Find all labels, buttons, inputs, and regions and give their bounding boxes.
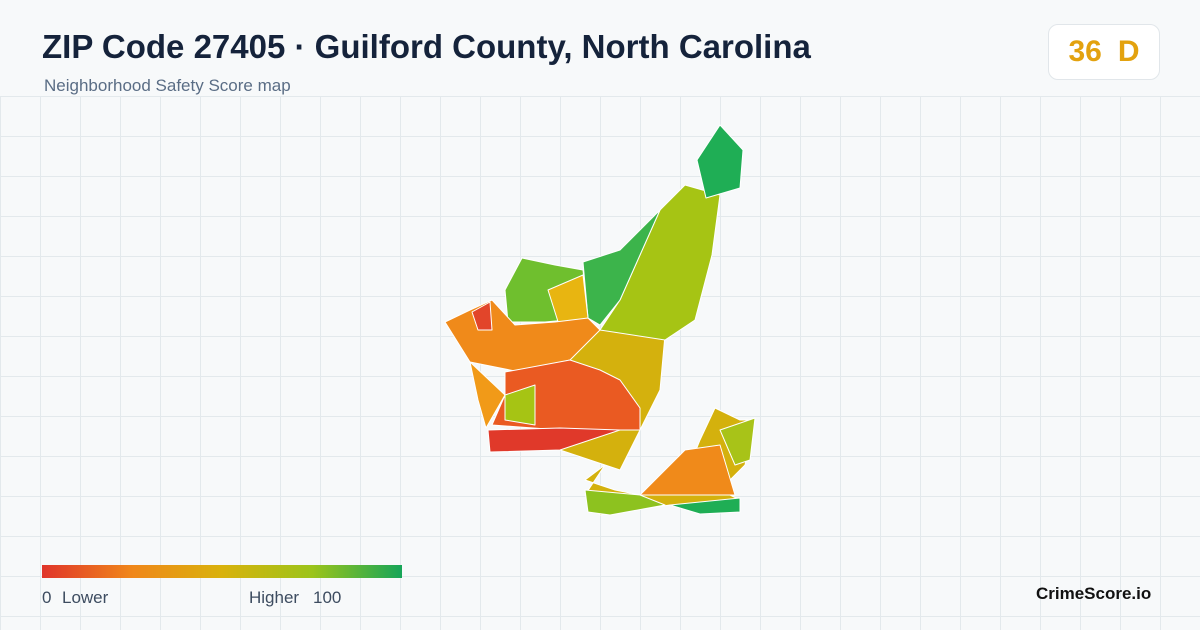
legend-min: 0 [42,588,52,607]
area [719,417,756,466]
area [471,301,493,331]
legend-max-label: Higher [249,588,300,607]
score-badge: 36 D [1048,24,1160,80]
score-value: 36 [1068,35,1102,68]
area [469,361,506,429]
area [584,489,666,516]
area [599,184,721,341]
subtitle: Neighborhood Safety Score map [44,76,291,95]
area [696,124,744,199]
header: ZIP Code 27405 · Guilford County, North … [0,0,1200,97]
legend-min-label: Lower [62,588,109,607]
area [504,384,536,426]
score-grade: D [1117,35,1140,68]
area [669,497,741,515]
area [487,427,621,453]
legend-max: 100 [313,588,342,607]
title: ZIP Code 27405 · Guilford County, North … [42,28,811,65]
legend-bar [42,565,402,578]
brand: CrimeScore.io [1036,584,1152,603]
area [639,444,736,496]
